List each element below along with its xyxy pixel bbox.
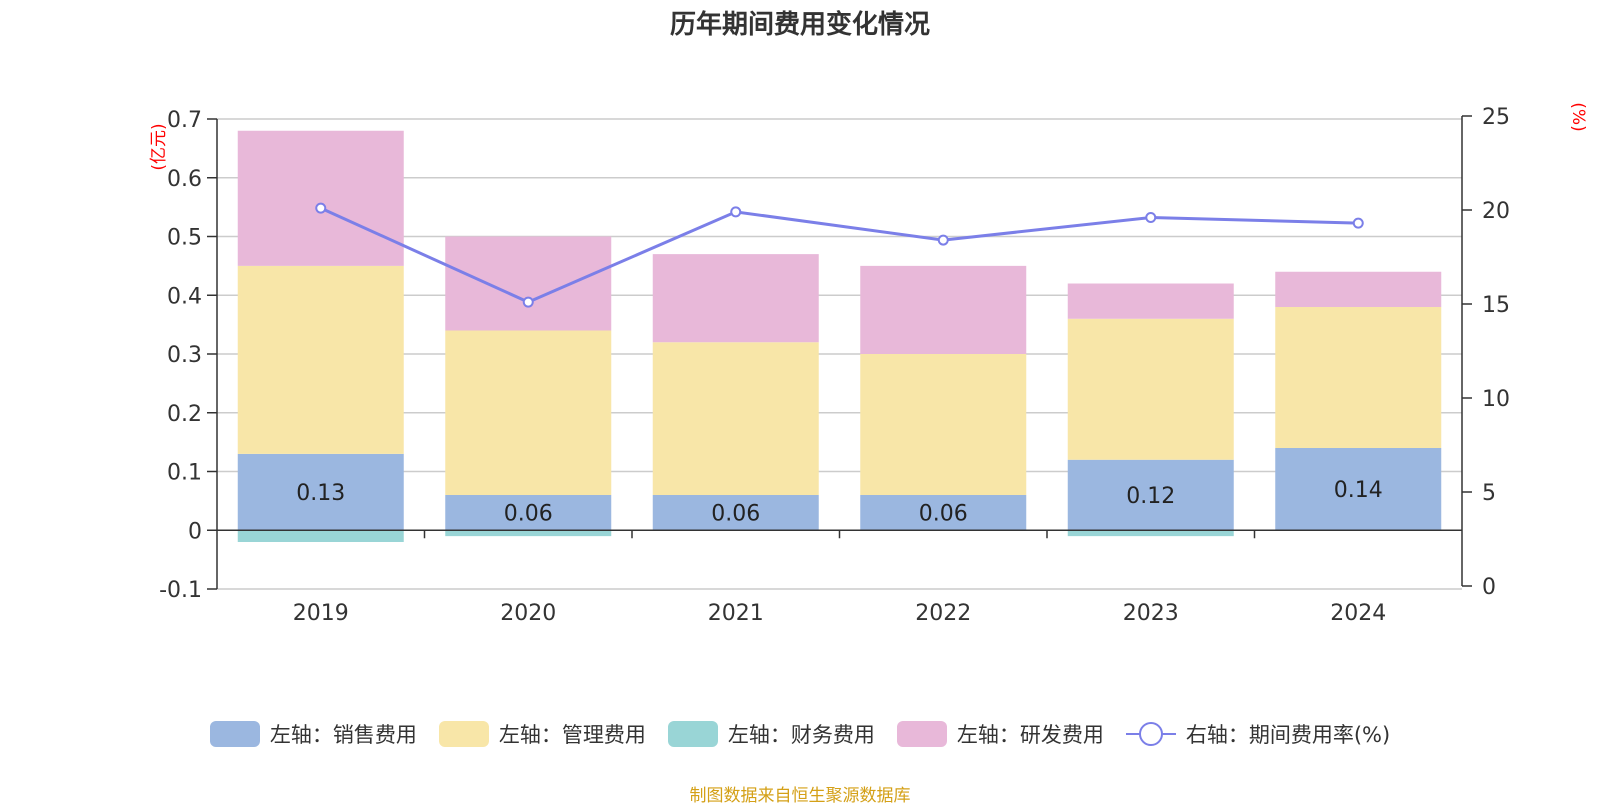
expense-rate-point	[1352, 217, 1364, 229]
bar-data-label: 0.06	[504, 502, 553, 527]
bar-data-label: 0.13	[296, 481, 345, 506]
legend-swatch-finance	[667, 721, 718, 747]
chart-title: 历年期间费用变化情况	[669, 10, 930, 40]
x-axis-tick-label: 2021	[708, 601, 764, 626]
bar-segment	[445, 530, 612, 537]
legend-label-admin: 左轴：管理费用	[498, 723, 646, 747]
legend: 左轴：销售费用 左轴：管理费用 左轴：财务费用 左轴：研发费用 右轴：期间费用率…	[0, 719, 1600, 749]
legend-item-finance[interactable]: 左轴：财务费用	[667, 719, 875, 749]
data-labels: 0.13 0.06 0.06 0.06 0.12 0.14	[296, 478, 1382, 527]
left-axis-tick-label: 0.5	[167, 226, 202, 251]
bar-data-label: 0.06	[711, 502, 760, 527]
left-axis-tick-label: 0.2	[167, 402, 202, 427]
expense-rate-point	[1145, 212, 1157, 224]
left-axis-tick-label: 0.3	[167, 343, 202, 368]
legend-item-admin[interactable]: 左轴：管理费用	[438, 719, 646, 749]
left-axis-tick-label: 0.7	[167, 108, 202, 133]
left-axis-unit: (亿元)	[149, 123, 169, 170]
legend-label-expense-rate: 右轴：期间费用率(%)	[1185, 723, 1391, 747]
legend-label-finance: 左轴：财务费用	[727, 723, 875, 747]
legend-item-sales[interactable]: 左轴：销售费用	[209, 719, 417, 749]
x-axis-tick-label: 2024	[1330, 601, 1386, 626]
x-axis-tick-label: 2023	[1123, 601, 1179, 626]
bar-segment	[1275, 307, 1442, 448]
legend-item-expense-rate[interactable]: 右轴：期间费用率(%)	[1125, 719, 1391, 749]
bar-segment	[1067, 459, 1234, 531]
legend-label-rnd: 左轴：研发费用	[956, 723, 1104, 747]
bar-segment	[1067, 318, 1234, 460]
legend-label-sales: 左轴：销售费用	[269, 723, 417, 747]
bar-data-label: 0.14	[1334, 478, 1383, 503]
bar-segment	[652, 495, 819, 531]
chart: -0.1 0 0.1 0.2 0.3 0.4 0.5 0.6 0.7 0 5 10 15 20 25 2019…	[149, 102, 1588, 626]
bar-segment	[652, 342, 819, 495]
bar-segment	[237, 130, 404, 266]
legend-swatch-rnd	[896, 721, 947, 747]
right-axis-tick-label: 15	[1482, 293, 1510, 318]
expense-rate-point	[315, 202, 327, 214]
bar-segment	[237, 265, 404, 454]
legend-line-marker-icon	[1125, 721, 1176, 747]
bar-segment	[445, 495, 612, 531]
right-axis-tick-label: 25	[1482, 105, 1510, 130]
right-axis-tick-label: 10	[1482, 387, 1510, 412]
axes: -0.1 0 0.1 0.2 0.3 0.4 0.5 0.6 0.7 0 5 10 15 20 25 2019…	[159, 105, 1510, 626]
legend-item-rnd[interactable]: 左轴：研发费用	[896, 719, 1104, 749]
left-axis-tick-label: 0.1	[167, 461, 202, 486]
bar-segment	[1067, 283, 1234, 319]
bar-segment	[237, 530, 404, 542]
expense-rate-line	[320, 206, 1359, 304]
expense-rate-point	[937, 234, 949, 246]
bar-segment	[237, 453, 404, 531]
bar-segment	[445, 236, 612, 331]
left-axis-tick-label: 0	[188, 519, 202, 544]
x-axis-tick-label: 2019	[293, 601, 349, 626]
bar-data-label: 0.12	[1126, 484, 1175, 509]
right-axis-tick-label: 20	[1482, 199, 1510, 224]
bar-segment	[1067, 530, 1234, 537]
bar-segment	[1275, 271, 1442, 307]
line-series	[315, 202, 1364, 308]
bar-segment	[860, 265, 1027, 354]
legend-swatch-admin	[438, 721, 489, 747]
bars	[237, 130, 1442, 542]
right-axis-unit: (%)	[1568, 102, 1588, 131]
data-source-note: 制图数据来自恒生聚源数据库	[689, 786, 911, 806]
bar-segment	[860, 354, 1027, 495]
left-axis-tick-label: 0.4	[167, 284, 202, 309]
grid	[217, 118, 1462, 590]
bar-segment	[445, 330, 612, 495]
bar-segment	[1275, 448, 1442, 531]
bar-data-label: 0.06	[919, 502, 968, 527]
bar-segment	[652, 254, 819, 343]
left-axis-tick-label: -0.1	[159, 578, 202, 603]
legend-swatch-sales	[209, 721, 260, 747]
x-axis-tick-label: 2022	[915, 601, 971, 626]
expense-rate-point	[522, 296, 534, 308]
right-axis-tick-label: 0	[1482, 575, 1496, 600]
x-axis-tick-label: 2020	[500, 601, 556, 626]
expense-rate-point	[730, 206, 742, 218]
left-axis-tick-label: 0.6	[167, 167, 202, 192]
bar-segment	[860, 495, 1027, 531]
right-axis-tick-label: 5	[1482, 481, 1496, 506]
